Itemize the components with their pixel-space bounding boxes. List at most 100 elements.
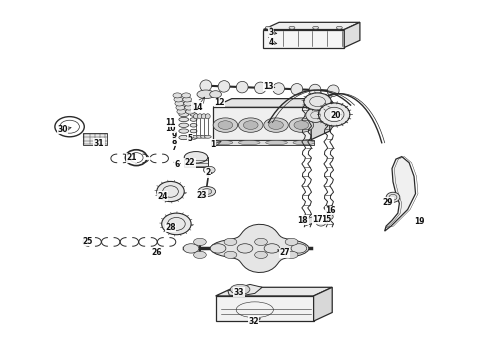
Ellipse shape	[325, 214, 333, 220]
Text: 31: 31	[94, 139, 104, 148]
Ellipse shape	[179, 129, 189, 133]
Ellipse shape	[289, 118, 314, 132]
Ellipse shape	[239, 118, 263, 132]
Text: 8: 8	[172, 137, 176, 146]
Text: 22: 22	[185, 158, 196, 167]
Ellipse shape	[183, 97, 192, 102]
Ellipse shape	[185, 105, 194, 110]
Text: 5: 5	[188, 134, 193, 143]
Text: 6: 6	[175, 160, 180, 168]
Ellipse shape	[190, 118, 197, 121]
Polygon shape	[385, 157, 416, 231]
Ellipse shape	[285, 251, 298, 258]
Ellipse shape	[186, 109, 195, 114]
Text: 3: 3	[269, 28, 273, 37]
Ellipse shape	[194, 114, 198, 119]
Ellipse shape	[386, 192, 400, 202]
Ellipse shape	[190, 136, 197, 139]
Ellipse shape	[194, 251, 206, 258]
Polygon shape	[213, 99, 330, 107]
Polygon shape	[344, 22, 360, 48]
Text: 16: 16	[325, 206, 336, 215]
Text: 30: 30	[57, 125, 68, 134]
Ellipse shape	[273, 83, 285, 94]
Ellipse shape	[218, 121, 233, 130]
Bar	[83, 133, 107, 145]
Ellipse shape	[254, 82, 266, 94]
Ellipse shape	[196, 135, 203, 138]
Text: 25: 25	[82, 237, 93, 246]
Ellipse shape	[210, 91, 221, 98]
Ellipse shape	[198, 186, 216, 197]
Polygon shape	[228, 284, 262, 296]
Ellipse shape	[175, 101, 184, 106]
Ellipse shape	[294, 121, 309, 130]
Text: 32: 32	[248, 317, 259, 325]
Text: 4: 4	[269, 38, 273, 47]
Ellipse shape	[193, 135, 199, 138]
Ellipse shape	[327, 85, 339, 96]
Ellipse shape	[202, 189, 212, 194]
Polygon shape	[311, 99, 330, 140]
Ellipse shape	[162, 213, 191, 235]
Text: 21: 21	[126, 153, 137, 162]
Ellipse shape	[179, 123, 189, 127]
Text: 11: 11	[165, 118, 176, 127]
Ellipse shape	[285, 238, 298, 246]
Ellipse shape	[176, 105, 185, 110]
Ellipse shape	[179, 107, 189, 112]
Text: 10: 10	[165, 124, 176, 133]
Text: 23: 23	[196, 191, 207, 199]
Text: 24: 24	[157, 192, 168, 201]
Ellipse shape	[190, 129, 197, 133]
Text: 14: 14	[192, 103, 202, 112]
Ellipse shape	[179, 102, 189, 107]
Text: 2: 2	[206, 168, 211, 177]
Ellipse shape	[266, 140, 287, 145]
Ellipse shape	[269, 121, 283, 130]
Ellipse shape	[184, 152, 208, 163]
Polygon shape	[303, 217, 315, 226]
Polygon shape	[314, 287, 332, 321]
Ellipse shape	[336, 26, 342, 29]
Polygon shape	[216, 287, 332, 296]
Bar	[184, 157, 208, 167]
Ellipse shape	[293, 140, 315, 145]
Ellipse shape	[179, 112, 189, 117]
Ellipse shape	[190, 113, 197, 116]
Ellipse shape	[190, 123, 197, 127]
Text: 20: 20	[330, 111, 341, 120]
Ellipse shape	[190, 103, 197, 106]
Ellipse shape	[239, 140, 260, 145]
Ellipse shape	[197, 114, 202, 119]
Polygon shape	[211, 224, 309, 273]
Text: 18: 18	[297, 216, 308, 225]
Ellipse shape	[236, 81, 248, 93]
Text: 15: 15	[320, 215, 331, 224]
Ellipse shape	[201, 114, 206, 119]
Text: 26: 26	[151, 248, 162, 257]
Ellipse shape	[230, 284, 250, 294]
Ellipse shape	[306, 108, 325, 122]
Text: 29: 29	[383, 198, 393, 207]
Ellipse shape	[204, 135, 211, 138]
Ellipse shape	[224, 251, 237, 258]
Text: 1: 1	[211, 140, 216, 149]
Text: 19: 19	[414, 217, 424, 226]
Text: 7: 7	[172, 143, 176, 152]
Ellipse shape	[264, 118, 288, 132]
Text: 17: 17	[312, 215, 323, 224]
Ellipse shape	[289, 26, 295, 29]
Ellipse shape	[211, 140, 233, 145]
Ellipse shape	[316, 219, 326, 226]
Polygon shape	[211, 140, 314, 145]
Ellipse shape	[174, 97, 183, 102]
Ellipse shape	[190, 108, 197, 111]
Polygon shape	[213, 107, 311, 140]
Ellipse shape	[200, 80, 212, 91]
Ellipse shape	[205, 114, 210, 119]
Ellipse shape	[157, 181, 184, 202]
Ellipse shape	[183, 244, 199, 253]
Ellipse shape	[173, 93, 182, 98]
Ellipse shape	[179, 117, 189, 122]
